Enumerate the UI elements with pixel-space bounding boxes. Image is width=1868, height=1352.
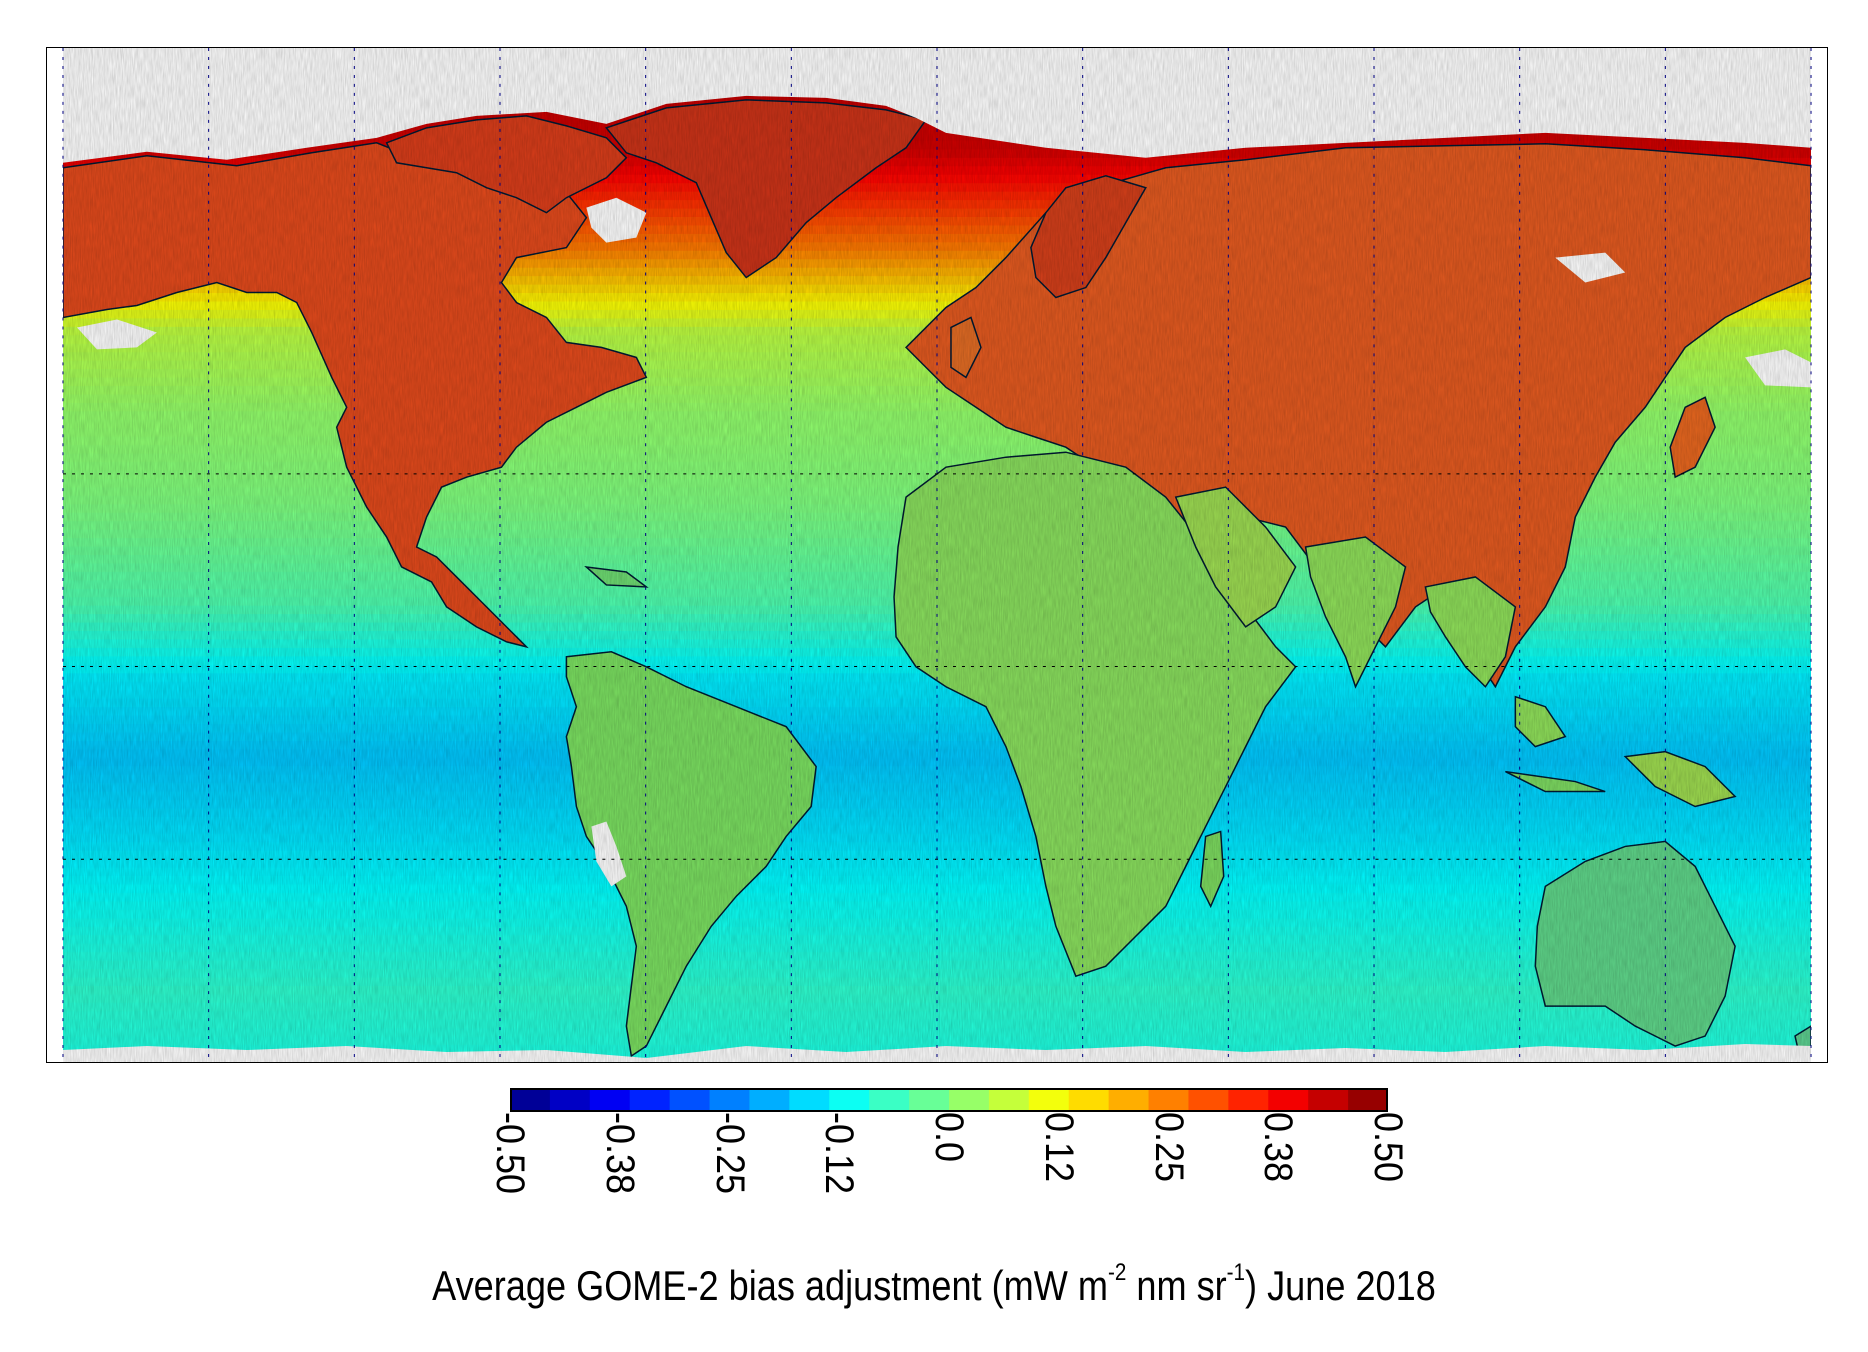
colorbar-swatch bbox=[589, 1088, 631, 1112]
colorbar-tick-label: -0.12 bbox=[817, 1112, 862, 1195]
colorbar-swatch bbox=[1348, 1088, 1388, 1112]
colorbar-swatch bbox=[510, 1088, 551, 1112]
colorbar-tick-label: -0.38 bbox=[597, 1112, 642, 1195]
colorbar-swatch bbox=[549, 1088, 591, 1112]
caption-sup-1: -2 bbox=[1107, 1259, 1127, 1286]
colorbar-swatch bbox=[1268, 1088, 1309, 1112]
colorbar-swatches bbox=[510, 1088, 1388, 1112]
colorbar-swatch bbox=[1148, 1088, 1190, 1112]
colorbar-swatch bbox=[749, 1088, 790, 1112]
colorbar-swatch bbox=[1188, 1088, 1229, 1112]
colorbar-tick-label: 0.50 bbox=[1366, 1112, 1410, 1183]
colorbar-swatch bbox=[988, 1088, 1030, 1112]
bias-field bbox=[62, 48, 1812, 1062]
caption-text-pre: Average GOME-2 bias adjustment (mW m bbox=[432, 1262, 1108, 1309]
colorbar-tick-label: -0.25 bbox=[707, 1112, 752, 1195]
colorbar-swatch bbox=[629, 1088, 671, 1112]
colorbar-tick-label: 0.0 bbox=[927, 1112, 971, 1163]
colorbar-swatch bbox=[1308, 1088, 1349, 1112]
colorbar-border bbox=[510, 1088, 1388, 1112]
colorbar-swatch bbox=[909, 1088, 950, 1112]
colorbar-swatch bbox=[869, 1088, 910, 1112]
colorbar-swatch bbox=[789, 1088, 830, 1112]
colorbar-swatch bbox=[1028, 1088, 1070, 1112]
colorbar-tick-label: 0.25 bbox=[1146, 1112, 1191, 1183]
bias-map bbox=[62, 48, 1812, 1062]
map-panel bbox=[46, 47, 1828, 1063]
colorbar-tick-label: -0.50 bbox=[488, 1112, 532, 1195]
caption-text-mid: nm sr bbox=[1126, 1262, 1227, 1309]
colorbar-swatch bbox=[1108, 1088, 1150, 1112]
colorbar-swatch bbox=[669, 1088, 711, 1112]
caption-text-post: ) June 2018 bbox=[1245, 1262, 1436, 1309]
colorbar-swatch bbox=[1068, 1088, 1110, 1112]
colorbar-tick-label: 0.38 bbox=[1256, 1112, 1301, 1183]
graticule bbox=[62, 48, 1812, 1062]
colorbar-swatch bbox=[709, 1088, 751, 1112]
colorbar-swatch bbox=[949, 1088, 990, 1112]
colorbar-swatch bbox=[829, 1088, 870, 1112]
map-caption: Average GOME-2 bias adjustment (mW m-2 n… bbox=[131, 1259, 1737, 1310]
colorbar-tick-label: 0.12 bbox=[1036, 1112, 1081, 1183]
colorbar-swatch bbox=[1228, 1088, 1269, 1112]
colorbar bbox=[510, 1088, 1388, 1112]
caption-sup-2: -1 bbox=[1226, 1259, 1246, 1286]
